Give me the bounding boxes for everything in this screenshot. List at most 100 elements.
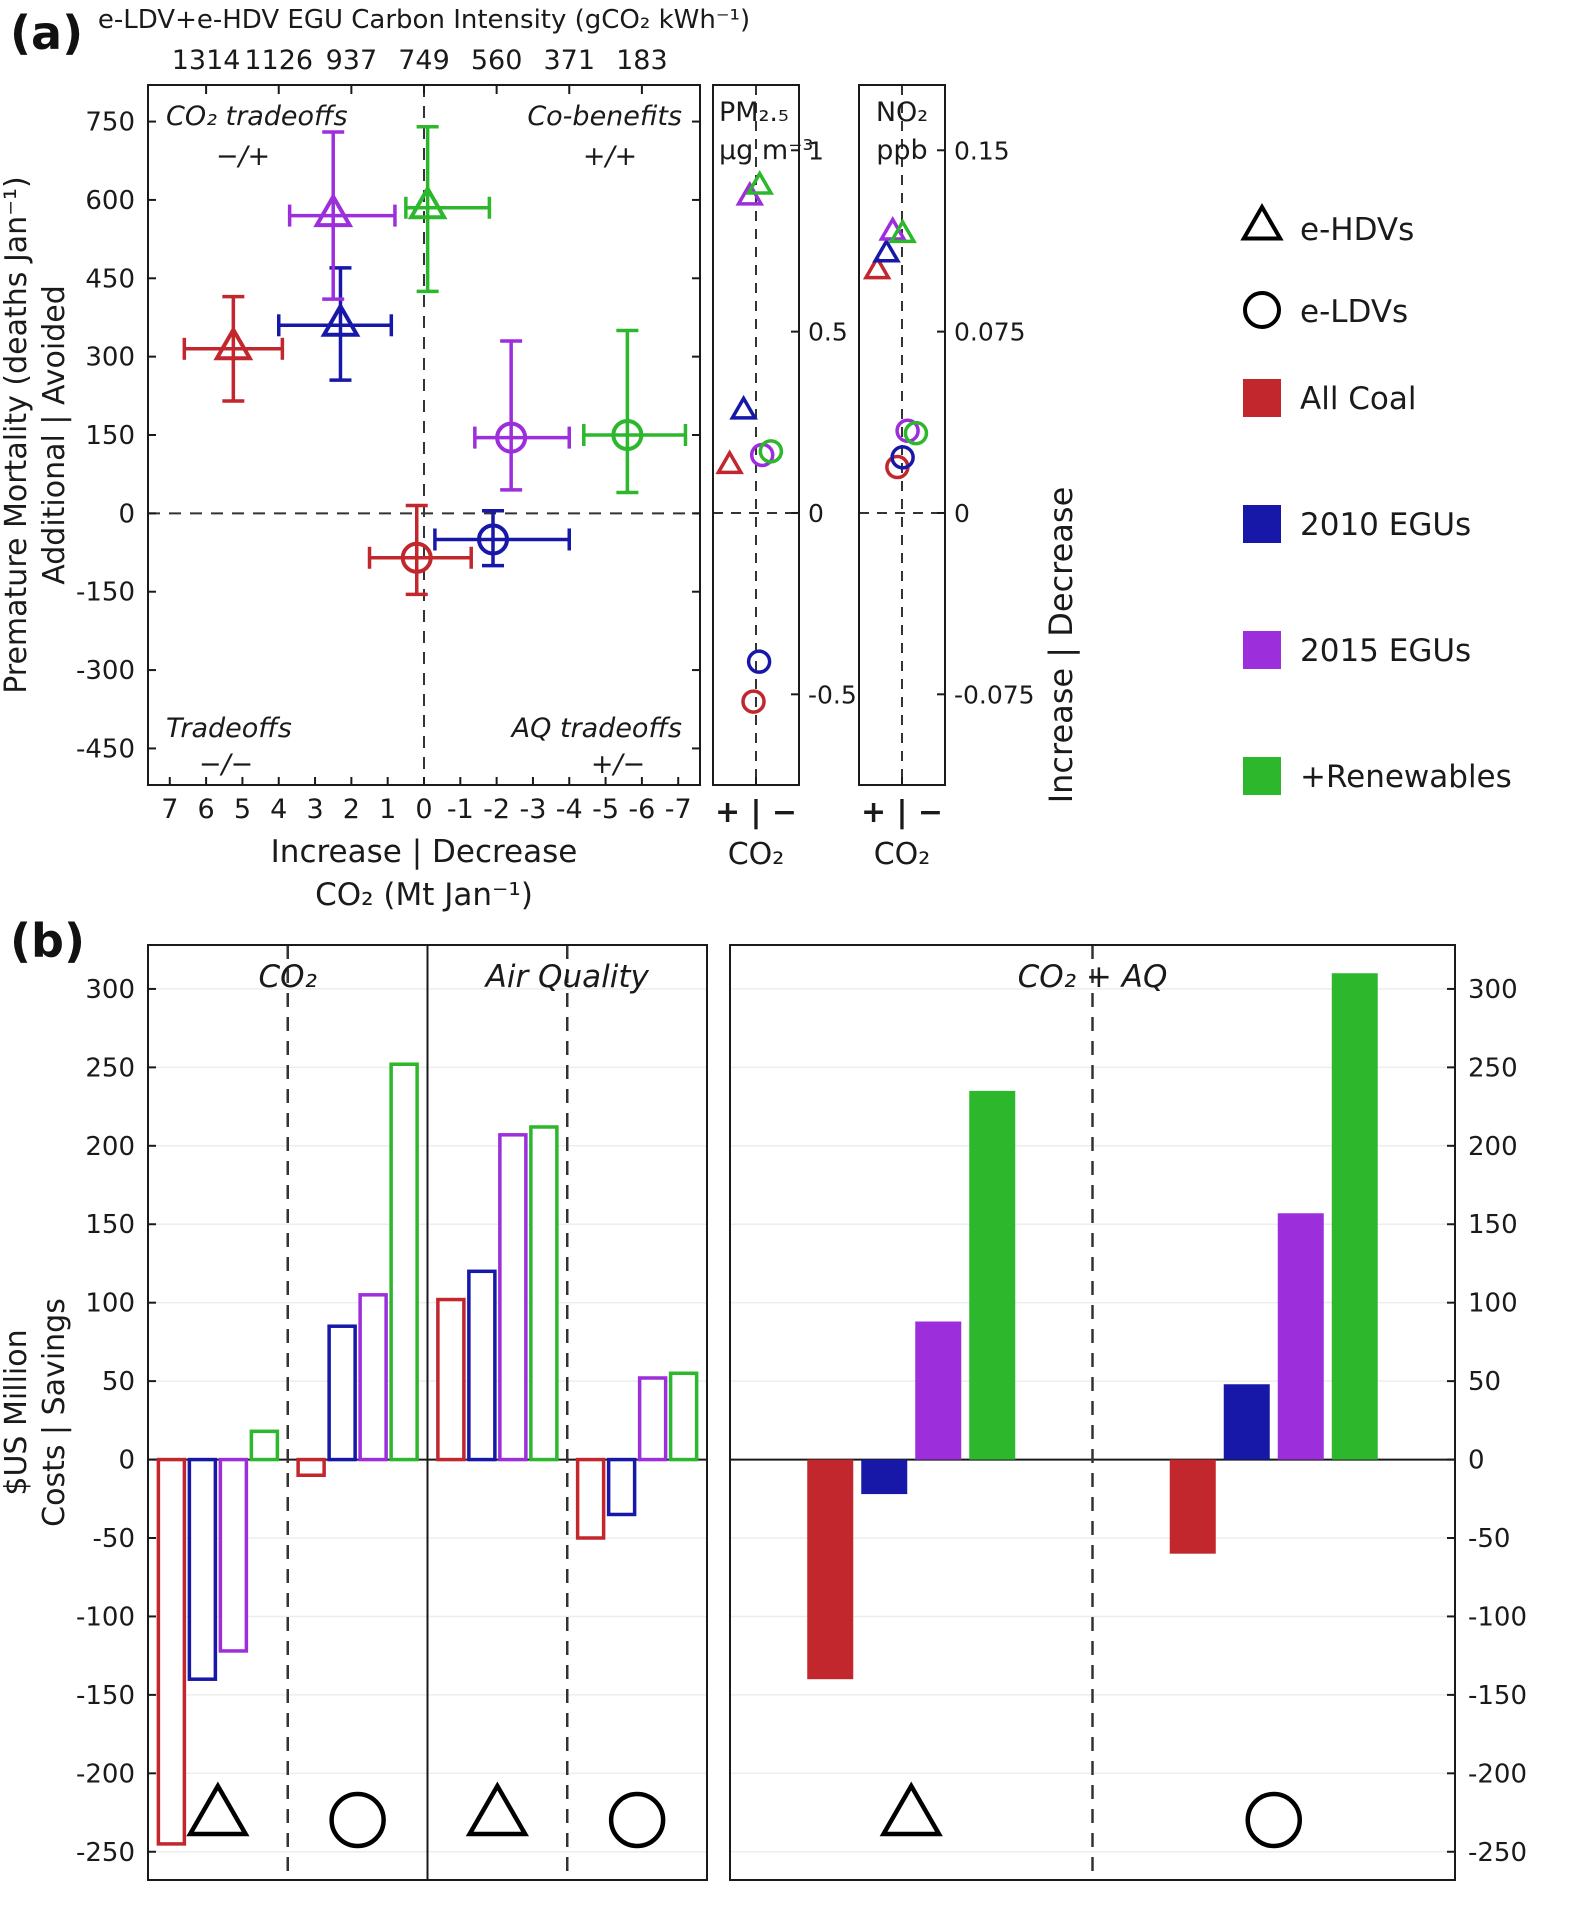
x-tick-label: 4 [270, 794, 287, 825]
y-tick-label: 450 [85, 264, 135, 294]
bar-egu_2015 [218, 1457, 249, 1653]
x-tick-label: -2 [483, 794, 510, 825]
b-y-tick-label: 300 [1468, 975, 1518, 1005]
legend-label-eldvs: e-LDVs [1300, 294, 1408, 330]
pm25-marker-triangle [715, 449, 744, 475]
bar-all_coal [436, 1297, 466, 1462]
quadrant-label-bottom-left: Tradeoffs [166, 713, 292, 744]
quadrant-sign-top-right: +/+ [583, 141, 637, 172]
bar-all_coal [296, 1457, 326, 1478]
x-tick-label: -4 [556, 794, 583, 825]
data-marker-circle [400, 541, 433, 574]
b-y-tick-label: -150 [76, 1681, 135, 1711]
b-y-tick-label: -50 [93, 1524, 135, 1554]
bar-all_coal [575, 1457, 606, 1540]
bar-renewables [529, 1125, 559, 1462]
section-title: CO₂ + AQ [1018, 959, 1168, 995]
top-axis-tick-label: 1314 [172, 45, 241, 76]
legend-ehdv-triangle-icon [1240, 202, 1284, 241]
no2-marker-circle [903, 420, 929, 446]
b-y-tick-label: 150 [1468, 1210, 1518, 1240]
legend-label-egu_2015: 2015 EGUs [1300, 633, 1471, 669]
legend-swatch-all_coal [1243, 379, 1281, 417]
costs-individual-frame [147, 944, 708, 1881]
data-marker-circle [611, 419, 644, 451]
x-tick-label: 1 [379, 794, 396, 825]
y-tick-label: -300 [76, 656, 135, 686]
data-marker-triangle [407, 184, 448, 220]
y-tick-label: 0 [118, 499, 135, 529]
b-y-tick-label: 250 [1468, 1053, 1518, 1083]
panel-a-label: (a) [10, 6, 84, 60]
no2-marker-triangle [872, 237, 901, 263]
b-y-tick-label: 0 [1468, 1446, 1485, 1476]
legend-swatch-egu_2010 [1243, 505, 1281, 543]
data-marker-triangle [213, 325, 254, 361]
no2-title: NO₂ [876, 97, 928, 128]
top-axis-tick-label: 371 [543, 45, 595, 76]
pm25-marker-circle [758, 439, 784, 464]
panel-b-label: (b) [10, 914, 85, 968]
bar-egu_2015 [637, 1376, 668, 1462]
b-y-tick-label: -50 [1468, 1524, 1510, 1554]
b-y-tick-label: 150 [85, 1210, 135, 1240]
pm25-tick-label: -0.5 [808, 680, 857, 709]
data-marker-circle [477, 523, 509, 556]
x-tick-label: -6 [628, 794, 655, 825]
y-tick-label: 150 [85, 421, 135, 451]
b-y-tick-label: 50 [1468, 1367, 1501, 1397]
no2-marker-triangle [888, 218, 917, 244]
pm25-title: PM₂.₅ [719, 97, 789, 128]
b-y-tick-label: 100 [85, 1289, 135, 1319]
b-y-tick-label: 50 [102, 1367, 135, 1397]
b-y-axis-label: $US Million [0, 1329, 34, 1495]
quadrant-label-top-right: Co-benefits [527, 101, 682, 132]
bar-all_coal [156, 1457, 187, 1846]
bar-egu_2010 [1223, 1384, 1270, 1460]
bar-egu_2015 [358, 1293, 388, 1462]
pm25-units: μg m⁻³ [719, 135, 813, 166]
pm25-tick-label: 1 [808, 136, 824, 165]
pm25-marker-circle [741, 689, 766, 714]
no2-marker-circle [890, 445, 915, 470]
y-axis-label: Premature Mortality (deaths Jan⁻¹) [0, 176, 34, 694]
b-y-tick-label: 200 [85, 1132, 135, 1162]
no2-units: ppb [876, 135, 927, 166]
legend-swatch-renewables [1243, 757, 1281, 795]
section-title: Air Quality [484, 959, 650, 995]
y-tick-label: 750 [85, 108, 135, 138]
bar-renewables [249, 1429, 280, 1462]
b-y-tick-label: -250 [1468, 1838, 1527, 1868]
pm25-sign-label: + | − [715, 795, 797, 830]
bar-renewables [1331, 973, 1378, 1460]
hdv-group-symbol [186, 1781, 250, 1837]
no2-xlabel: CO₂ [874, 837, 931, 872]
hdv-group-symbol [879, 1781, 943, 1837]
data-marker-triangle [320, 302, 361, 337]
no2-tick-label: 0.075 [954, 318, 1026, 347]
b-y-axis-sublabel: Costs | Savings [37, 1298, 72, 1527]
y-tick-label: 300 [85, 343, 135, 373]
b-y-tick-label: -100 [76, 1602, 135, 1632]
x-tick-label: -5 [592, 794, 619, 825]
quadrant-label-top-left: CO₂ tradeoffs [166, 101, 348, 132]
bar-all_coal [807, 1459, 854, 1680]
pm25-tick-label: 0.5 [808, 318, 848, 347]
bar-all_coal [1169, 1459, 1216, 1554]
x-axis-label: Increase | Decrease [271, 834, 578, 870]
legend-swatch-egu_2015 [1243, 631, 1281, 669]
x-tick-label: -7 [665, 794, 692, 825]
pm25-marker-triangle [745, 170, 775, 195]
ldv-group-symbol [1245, 1791, 1302, 1849]
ldv-group-symbol [329, 1791, 386, 1849]
y-tick-label: -150 [76, 578, 135, 608]
bar-egu_2010 [467, 1269, 497, 1462]
b-y-tick-label: 300 [85, 975, 135, 1005]
pm25-tick-label: 0 [808, 499, 824, 528]
ldv-group-symbol [608, 1791, 666, 1849]
costs-combined-frame [729, 944, 1456, 1881]
bar-renewables [389, 1062, 419, 1462]
legend-label-ehdvs: e-HDVs [1300, 212, 1414, 248]
legend-label-all_coal: All Coal [1300, 381, 1417, 417]
legend-label-renewables: +Renewables [1300, 759, 1512, 795]
